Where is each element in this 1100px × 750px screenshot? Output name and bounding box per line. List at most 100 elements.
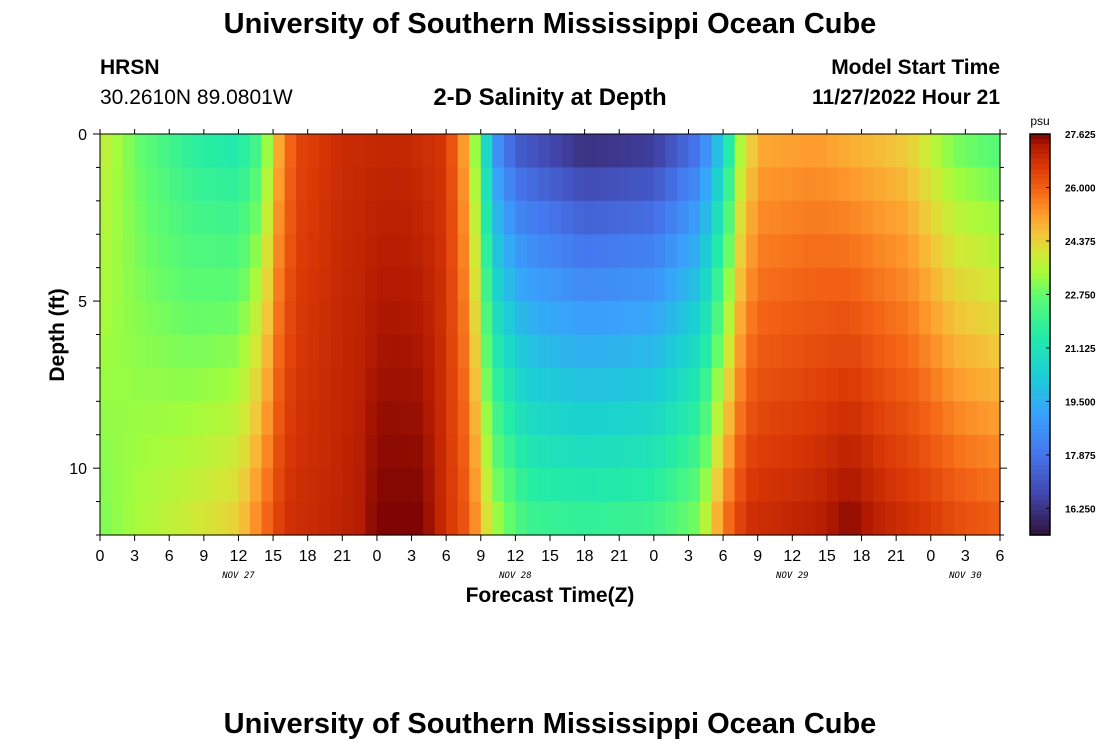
- x-tick-label: 18: [576, 548, 594, 565]
- heatmap-cell: [215, 434, 228, 469]
- heatmap-cell: [503, 334, 516, 369]
- heatmap-cell: [642, 134, 655, 169]
- heatmap-cell: [284, 267, 297, 302]
- x-tick-label: 9: [199, 548, 208, 565]
- heatmap-cell: [676, 334, 690, 369]
- heatmap-cell: [250, 200, 263, 235]
- heatmap-cell: [400, 401, 413, 436]
- heatmap-cell: [826, 434, 840, 469]
- colorbar-segment: [1030, 419, 1050, 426]
- heatmap-cell: [607, 401, 620, 436]
- heatmap-cell: [538, 501, 551, 536]
- heatmap-cell: [330, 134, 343, 169]
- heatmap-cell: [792, 401, 805, 436]
- heatmap-cell: [203, 468, 216, 503]
- colorbar-segment: [1030, 349, 1050, 356]
- heatmap-cell: [250, 301, 263, 336]
- heatmap-cell: [180, 134, 193, 169]
- heatmap-cell: [238, 234, 251, 269]
- heatmap-cell: [642, 167, 655, 202]
- heatmap-cell: [330, 334, 343, 369]
- x-tick-label: 3: [407, 548, 416, 565]
- heatmap-cell: [965, 367, 978, 402]
- heatmap-cell: [550, 267, 563, 302]
- page-title: University of Southern Mississippi Ocean…: [223, 8, 877, 40]
- heatmap-cell: [503, 134, 516, 169]
- heatmap-cell: [642, 367, 655, 402]
- heatmap-cell: [919, 501, 932, 536]
- heatmap-cell: [826, 200, 840, 235]
- heatmap-cell: [965, 200, 978, 235]
- heatmap-cell: [238, 434, 251, 469]
- heatmap-cell: [492, 167, 505, 202]
- colorbar-segment: [1030, 409, 1050, 416]
- heatmap-cell: [850, 301, 863, 336]
- heatmap-cell: [111, 401, 124, 436]
- colorbar-segment: [1030, 324, 1050, 331]
- heatmap-cell: [861, 134, 874, 169]
- heatmap-cell: [146, 401, 159, 436]
- heatmap-cell: [480, 334, 493, 369]
- x-tick-label: 6: [165, 548, 174, 565]
- heatmap-cell: [630, 267, 643, 302]
- heatmap-cell: [780, 301, 793, 336]
- heatmap-cell: [988, 334, 1001, 369]
- heatmap-cell: [446, 234, 459, 269]
- heatmap-cell: [907, 501, 920, 536]
- heatmap-cell: [757, 234, 770, 269]
- heatmap-cell: [446, 134, 459, 169]
- heatmap-cell: [780, 167, 793, 202]
- heatmap-cell: [526, 501, 540, 536]
- heatmap-cell: [100, 468, 113, 503]
- heatmap-cell: [238, 200, 251, 235]
- heatmap-cell: [907, 234, 920, 269]
- heatmap-cell: [757, 334, 770, 369]
- heatmap-cell: [665, 301, 678, 336]
- heatmap-cell: [884, 267, 897, 302]
- colorbar-segment: [1030, 184, 1050, 190]
- heatmap-cell: [838, 301, 851, 336]
- heatmap-cell: [619, 167, 632, 202]
- heatmap-cell: [734, 401, 747, 436]
- x-tick-label: 15: [818, 548, 836, 565]
- heatmap-cell: [769, 200, 782, 235]
- heatmap-cell: [307, 234, 320, 269]
- heatmap-cell: [746, 200, 759, 235]
- heatmap-cell: [850, 234, 863, 269]
- heatmap-cell: [538, 301, 551, 336]
- heatmap-cell: [423, 267, 436, 302]
- heatmap-cell: [792, 434, 805, 469]
- heatmap-cell: [388, 501, 401, 536]
- heatmap-cell: [792, 200, 805, 235]
- heatmap-cell: [930, 401, 943, 436]
- heatmap-cell: [976, 267, 990, 302]
- heatmap-cell: [261, 167, 274, 202]
- heatmap-cell: [319, 501, 332, 536]
- heatmap-cell: [307, 434, 320, 469]
- heatmap-cell: [757, 267, 770, 302]
- heatmap-cell: [550, 200, 563, 235]
- heatmap-cell: [538, 401, 551, 436]
- colorbar-tick-label: 21.125: [1065, 344, 1096, 355]
- heatmap-cell: [111, 468, 124, 503]
- y-tick-label: 0: [78, 127, 87, 144]
- heatmap-cell: [769, 367, 782, 402]
- heatmap-cell: [434, 267, 447, 302]
- heatmap-cell: [296, 167, 309, 202]
- heatmap-cell: [676, 234, 690, 269]
- heatmap-cell: [376, 501, 390, 536]
- heatmap-cell: [861, 234, 874, 269]
- heatmap-cell: [757, 301, 770, 336]
- heatmap-cell: [907, 401, 920, 436]
- colorbar-segment: [1030, 359, 1050, 366]
- heatmap-cell: [157, 301, 170, 336]
- heatmap-cell: [757, 367, 770, 402]
- heatmap-cell: [653, 234, 666, 269]
- heatmap-cell: [826, 401, 840, 436]
- x-tick-label: 21: [610, 548, 628, 565]
- colorbar-segment: [1030, 369, 1050, 376]
- heatmap-cell: [723, 334, 736, 369]
- heatmap-cell: [607, 501, 620, 536]
- heatmap-cell: [561, 434, 574, 469]
- heatmap-cell: [411, 167, 424, 202]
